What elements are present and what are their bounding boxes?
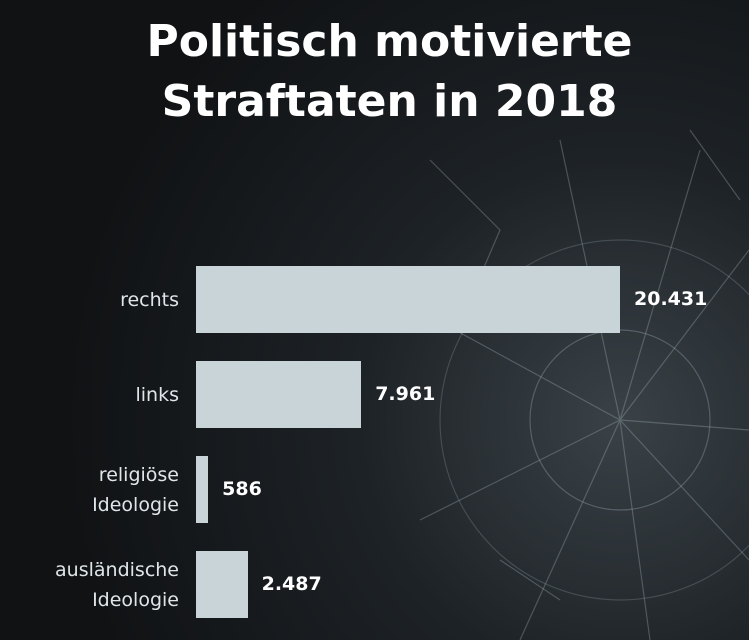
bar <box>196 361 362 428</box>
chart-title: Politisch motivierte Straftaten in 2018 <box>146 16 633 127</box>
bar <box>196 456 209 523</box>
category-label: religiöse Ideologie <box>92 463 179 516</box>
category-label: rechts <box>120 288 179 311</box>
bar <box>196 551 248 618</box>
category-label: links <box>135 383 179 406</box>
value-label: 7.961 <box>375 382 436 405</box>
value-label: 20.431 <box>634 287 708 310</box>
value-label: 586 <box>222 477 262 500</box>
bar <box>196 266 620 333</box>
category-label: ausländische Ideologie <box>55 558 179 611</box>
value-label: 2.487 <box>261 572 322 595</box>
